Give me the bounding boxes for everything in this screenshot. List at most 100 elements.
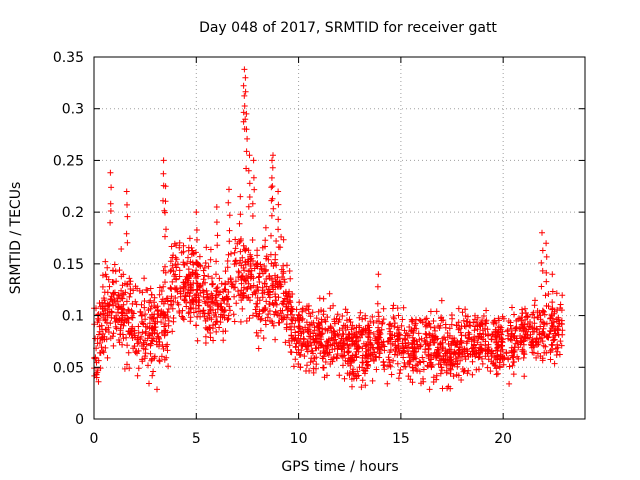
data-point (243, 318, 250, 324)
data-point (137, 308, 144, 315)
data-point (236, 220, 243, 227)
data-point (144, 287, 151, 294)
data-point (196, 283, 203, 290)
data-point (266, 308, 273, 314)
data-point (286, 268, 293, 274)
data-point (258, 315, 265, 322)
data-point (296, 299, 303, 306)
data-point (212, 299, 219, 306)
data-point (359, 327, 366, 334)
data-point (170, 268, 177, 275)
data-point (162, 233, 168, 240)
data-point (543, 302, 550, 309)
data-point (419, 354, 426, 361)
data-point (161, 311, 168, 318)
data-point (425, 345, 432, 352)
data-point (313, 365, 319, 372)
data-point (426, 341, 433, 348)
data-point (520, 354, 527, 361)
data-point (225, 278, 232, 285)
data-point (107, 219, 114, 226)
data-point (128, 314, 135, 321)
data-point (320, 308, 327, 315)
data-point (475, 354, 482, 361)
data-point (123, 298, 130, 305)
data-point (263, 255, 270, 262)
data-point (497, 326, 504, 333)
data-point (269, 157, 275, 164)
data-point (142, 311, 149, 318)
data-point (280, 262, 287, 269)
data-point (241, 276, 248, 283)
data-point (529, 338, 536, 345)
data-point (112, 323, 119, 330)
data-point (451, 348, 458, 355)
y-tick-label: 0 (75, 412, 84, 428)
data-point (277, 281, 284, 288)
y-tick-label: 0.15 (53, 257, 84, 273)
data-point (516, 326, 523, 332)
data-point (362, 352, 369, 359)
data-point (443, 360, 450, 366)
data-point (436, 349, 442, 356)
data-point (399, 316, 406, 323)
data-point (441, 334, 448, 341)
data-point (320, 364, 327, 371)
data-point (259, 244, 266, 251)
data-point (172, 261, 179, 268)
data-point (443, 369, 450, 376)
data-point (123, 230, 130, 237)
data-point (541, 332, 548, 339)
data-point (245, 274, 251, 281)
data-point (336, 316, 343, 323)
data-point (488, 336, 495, 343)
data-point (515, 344, 522, 351)
data-point (164, 347, 171, 354)
data-point (533, 325, 540, 332)
data-point (92, 355, 99, 362)
data-point (494, 333, 501, 340)
data-point (216, 324, 223, 331)
data-point (509, 354, 516, 361)
data-point (105, 329, 112, 335)
data-point (213, 204, 220, 210)
data-point (247, 251, 254, 258)
data-point (359, 316, 366, 323)
data-point (524, 313, 531, 319)
data-point (156, 284, 163, 291)
data-point (506, 363, 513, 370)
data-point (275, 216, 282, 223)
data-point (104, 312, 111, 318)
data-point (264, 314, 271, 321)
data-point (107, 296, 114, 302)
data-point (193, 298, 200, 305)
data-point (187, 305, 194, 312)
data-point (409, 334, 416, 341)
data-point (261, 280, 268, 287)
data-point (253, 310, 260, 317)
data-point (350, 366, 357, 373)
data-point (334, 351, 341, 357)
data-point (111, 261, 118, 268)
data-point (102, 258, 109, 265)
data-point (349, 352, 356, 359)
data-point (345, 334, 351, 341)
data-point (306, 310, 312, 317)
data-point (494, 344, 501, 351)
data-point (221, 312, 228, 319)
data-point (254, 313, 260, 320)
data-point (184, 260, 191, 267)
data-point (193, 322, 199, 329)
data-point (138, 301, 145, 308)
data-point (409, 364, 416, 371)
data-point (237, 248, 244, 255)
data-point (303, 346, 310, 353)
data-point (270, 205, 277, 212)
grid-lines (94, 57, 585, 419)
data-point (170, 298, 177, 305)
data-point (232, 258, 239, 265)
data-point (417, 342, 424, 349)
data-point (340, 362, 346, 369)
data-point (262, 267, 269, 274)
data-point (249, 291, 256, 298)
